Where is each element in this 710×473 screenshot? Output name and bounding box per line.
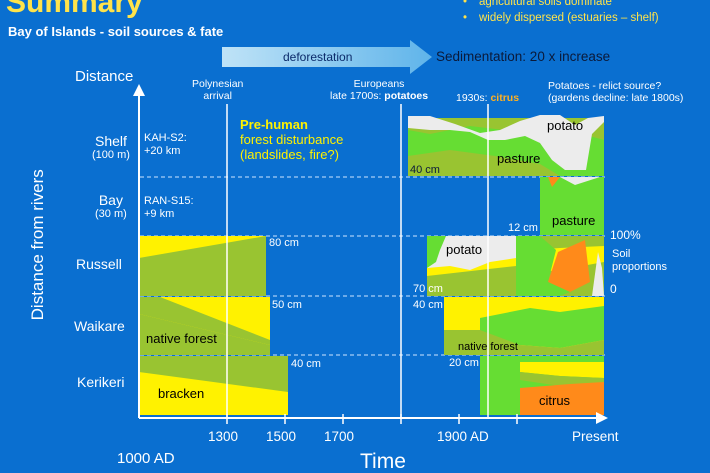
russell-potato-spike [592, 252, 604, 296]
kerikeri-forest-block [139, 356, 288, 392]
bullet-dot: • [463, 0, 468, 8]
waikare-right-forest [444, 330, 604, 355]
event-polynesian: Polynesian arrival [192, 78, 244, 103]
depth-kerikeri-right: 20 cm [449, 357, 479, 369]
event-1930s: 1930s: citrus [456, 92, 520, 104]
depth-russell-right: 70 cm [413, 283, 443, 295]
event-europeans: Europeans late 1700s: potatoes [330, 78, 429, 103]
event-lines [226, 104, 489, 418]
depth-waikare-right: 40 cm [413, 299, 443, 311]
depth-kerikeri-left: 40 cm [291, 358, 321, 370]
core-ran: RAN-S15: +9 km [144, 195, 194, 220]
kerikeri-citrus-region [520, 382, 604, 415]
deforestation-label: deforestation [283, 50, 353, 64]
x-ticks [226, 414, 518, 424]
x-axis-title: Time [360, 450, 406, 473]
prehuman-annotation: Pre-human forest disturbance (landslides… [240, 117, 344, 162]
bullet-dot: • [463, 12, 468, 24]
russell-pasture-right [516, 236, 570, 296]
x-tick-1300: 1300 [208, 429, 239, 444]
bullet-agricultural: • agricultural soils dominate [463, 0, 612, 9]
shelf-potato-region [408, 115, 604, 170]
y-axis-title: Distance [75, 68, 134, 85]
x-tick-1000ad: 1000 AD [117, 450, 175, 467]
event-potatoes-relict: Potatoes - relict source? (gardens decli… [548, 80, 684, 105]
depth-bay: 12 cm [508, 222, 538, 234]
proportion-caption: Soil proportions [612, 248, 668, 273]
waikare-forest-block [139, 314, 270, 355]
row-label-kerikeri: Kerikeri [77, 374, 125, 390]
shelf-forest-lower [408, 150, 560, 176]
russell-citrus-region [548, 240, 590, 292]
row-label-waikare: Waikare [74, 318, 125, 334]
region-label-shelf-potato: potato [547, 118, 584, 133]
proportion-top: 100% [610, 228, 641, 242]
axes [133, 84, 608, 424]
y-axis-rotated-title: Distance from rivers [28, 169, 48, 321]
russell-forest-block [139, 236, 266, 296]
core-kah: KAH-S2: +20 km [144, 132, 187, 157]
x-tick-1700: 1700 [324, 429, 355, 444]
region-label-russell-potato: potato [446, 242, 483, 257]
kerikeri-green-strip [480, 356, 492, 415]
row-label-russell: Russell [76, 256, 122, 272]
region-label-native-forest-right: native forest [458, 341, 518, 353]
bullet-dispersed: • widely dispersed (estuaries – shelf) [463, 12, 659, 24]
x-tick-1900: 1900 AD [437, 429, 489, 444]
bay-citrus-wedge [548, 177, 560, 187]
slide-title: Summary [6, 0, 143, 19]
russell-pasture-strip [427, 236, 446, 268]
deforestation-arrow [222, 40, 432, 74]
depth-shelf: 40 cm [410, 164, 440, 176]
waikare-forest-upper [139, 297, 270, 345]
slide-subtitle: Bay of Islands - soil sources & fate [8, 24, 224, 39]
russell-potato-region [427, 236, 516, 270]
region-label-shelf-pasture: pasture [497, 151, 541, 166]
x-tick-present: Present [572, 429, 619, 444]
row-label-bay: Bay (30 m) [95, 192, 127, 221]
waikare-right-pasture [480, 306, 604, 348]
region-label-native-forest-left: native forest [146, 331, 217, 346]
x-tick-1500: 1500 [266, 429, 297, 444]
region-label-citrus: citrus [539, 393, 571, 408]
row-label-shelf: Shelf (100 m) [92, 133, 130, 162]
proportion-bottom: 0 [610, 282, 617, 296]
region-label-bracken: bracken [158, 386, 205, 401]
bay-potato-wedge [560, 177, 600, 185]
kerikeri-right-bracken [520, 362, 604, 378]
depth-russell-left: 80 cm [269, 237, 299, 249]
depth-waikare-left: 50 cm [272, 299, 302, 311]
sedimentation-label: Sedimentation: 20 x increase [436, 49, 611, 64]
bay-pasture-block [540, 177, 604, 235]
region-label-bay-pasture: pasture [552, 213, 596, 228]
